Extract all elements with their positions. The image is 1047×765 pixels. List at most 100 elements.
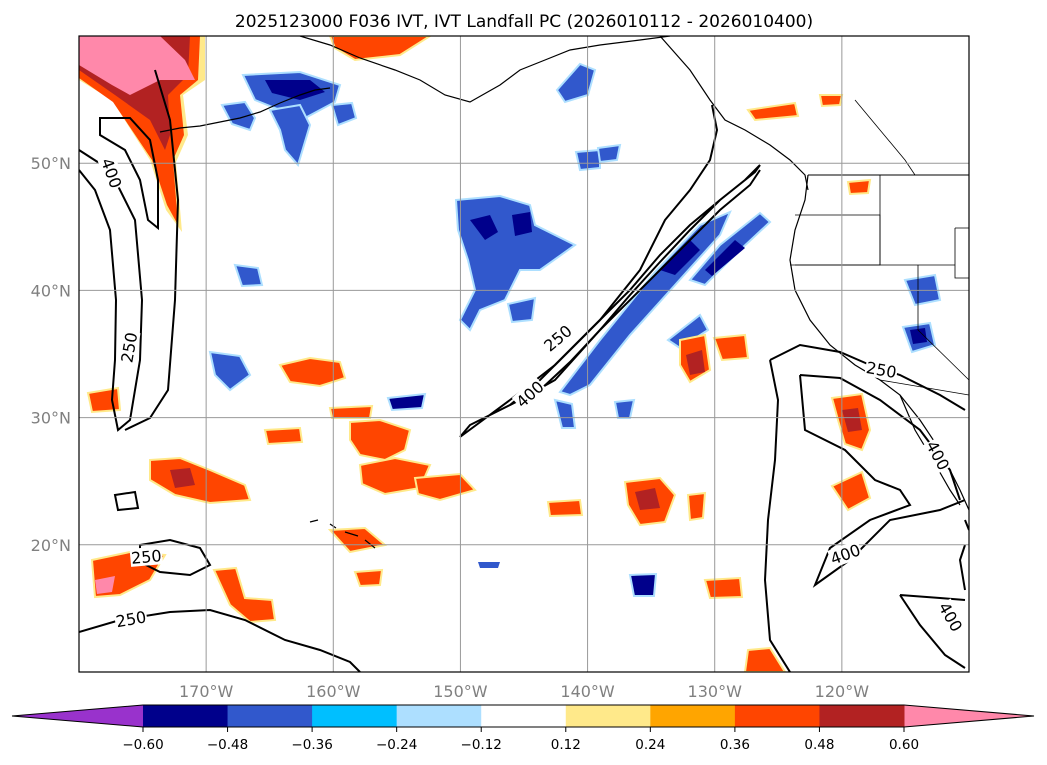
state-boundary-bc-ab bbox=[854, 99, 916, 176]
contour-label: 250 bbox=[130, 546, 162, 568]
colorbar-bin bbox=[481, 705, 567, 727]
pc-region-gulf-negative bbox=[330, 101, 358, 127]
latitude-tick-labels: 50°N 40°N 30°N 20°N bbox=[31, 154, 71, 555]
colorbar-tick-label: −0.24 bbox=[376, 737, 417, 753]
pc-region-aleutian-negative bbox=[220, 100, 257, 132]
lon-tick-label: 160°W bbox=[306, 682, 361, 701]
pc-region-negative-s1 bbox=[553, 398, 577, 429]
pc-region-orange-gulf-top bbox=[328, 36, 432, 62]
pc-region-positive-22 bbox=[846, 178, 872, 196]
lon-tick-label: 170°W bbox=[179, 682, 234, 701]
pc-region-nw-pink bbox=[79, 36, 195, 95]
ivt-contour-right-edge bbox=[958, 519, 969, 591]
nv-border bbox=[917, 265, 969, 381]
pc-region-negative-w2 bbox=[233, 263, 264, 288]
pc-region-positive-12 bbox=[703, 576, 744, 600]
pc-region-negative-w3 bbox=[386, 392, 427, 412]
state-box-nv-az bbox=[954, 227, 969, 279]
pc-region-positive-8 bbox=[212, 566, 277, 624]
colorbar-tick-label: −0.36 bbox=[291, 737, 332, 753]
longitude-tick-labels: 170°W 160°W 150°W 140°W 130°W 120°W bbox=[179, 682, 869, 701]
pc-region-positive-7-pink bbox=[95, 576, 115, 594]
pc-region-ar-core bbox=[660, 240, 700, 275]
pc-region-negative-s4 bbox=[478, 562, 500, 568]
colorbar-tick-label: 0.48 bbox=[804, 737, 834, 753]
pc-region-positive-5-core bbox=[170, 468, 195, 488]
lon-tick-label: 120°W bbox=[815, 682, 870, 701]
colorbar-bin bbox=[819, 705, 905, 727]
pc-region-positive-5 bbox=[149, 456, 252, 505]
colorbar-tick-label: 0.36 bbox=[720, 737, 750, 753]
pc-region-positive-2 bbox=[349, 418, 412, 462]
pc-region-positive-15 bbox=[830, 470, 872, 512]
lat-tick-label: 40°N bbox=[31, 281, 71, 300]
pc-region-positive-6 bbox=[86, 386, 122, 414]
pc-region-positive-14-core bbox=[842, 408, 862, 432]
pc-region-positive-9-core bbox=[635, 488, 660, 510]
pc-region-negative-s3 bbox=[628, 572, 658, 597]
colorbar-tick-label: −0.48 bbox=[207, 737, 248, 753]
pc-region-negative-s2 bbox=[613, 398, 636, 419]
pc-region-negative-ca-core bbox=[910, 328, 927, 344]
map-gridlines bbox=[79, 36, 969, 672]
pc-region-positive-21 bbox=[818, 94, 844, 108]
lon-tick-label: 150°W bbox=[433, 682, 488, 701]
colorbar-bin bbox=[227, 705, 313, 727]
colorbar-bin bbox=[143, 705, 229, 727]
colorbar-bin bbox=[734, 705, 820, 727]
lat-tick-label: 20°N bbox=[31, 536, 71, 555]
bc-coastline bbox=[659, 36, 809, 191]
pc-region-ar-negative-small bbox=[666, 313, 710, 350]
pc-region-positive-10-core bbox=[686, 350, 705, 375]
pc-region-positive-20 bbox=[353, 568, 384, 588]
contour-label-bg bbox=[117, 330, 141, 365]
colorbar-tick-label: 0.24 bbox=[635, 737, 665, 753]
ivt-contour-ca-400-lower bbox=[899, 594, 966, 669]
colorbar: −0.60 −0.48 −0.36 −0.24 −0.12 0.12 0.24 0.36 0.4… bbox=[11, 704, 1035, 753]
pc-region-positive-11 bbox=[712, 333, 750, 362]
contour-label-bg bbox=[97, 154, 126, 192]
map-frame bbox=[78, 35, 970, 673]
ivt-contour-ar-400 bbox=[509, 164, 761, 406]
lon-tick-label: 130°W bbox=[688, 682, 743, 701]
contour-label-bg bbox=[935, 598, 967, 636]
pc-region-positive-17 bbox=[263, 426, 304, 446]
colorbar-extend-over bbox=[904, 705, 1034, 727]
lon-tick-label: 140°W bbox=[560, 682, 615, 701]
contour-label-bg bbox=[827, 540, 864, 568]
contour-label-bg bbox=[113, 607, 149, 631]
pc-region-negative-w1 bbox=[208, 350, 252, 392]
colorbar-bin bbox=[396, 705, 482, 727]
pc-shading bbox=[79, 36, 942, 672]
colorbar-tick-label: −0.60 bbox=[122, 737, 163, 753]
ivt-contour-nw-400 bbox=[99, 117, 159, 231]
aleutian-islands bbox=[159, 87, 331, 133]
colorbar-extend-under bbox=[12, 705, 143, 727]
colorbar-bin bbox=[650, 705, 736, 727]
contour-label-bg bbox=[511, 376, 548, 412]
pc-region-midpac-core2 bbox=[512, 212, 532, 236]
colorbar-tick-label: 0.60 bbox=[889, 737, 919, 753]
ivt-contours bbox=[79, 69, 969, 672]
ivt-contour-nw-250 bbox=[79, 149, 144, 432]
ivt-contour-ca-400 bbox=[799, 374, 966, 588]
chart-title: 2025123000 F036 IVT, IVT Landfall PC (20… bbox=[235, 12, 813, 32]
colorbar-tick-label: 0.12 bbox=[551, 737, 581, 753]
pc-region-bering-core bbox=[265, 80, 325, 100]
pc-region-midpac-core bbox=[470, 215, 498, 240]
contour-label-bg bbox=[864, 357, 899, 382]
pc-region-positive-24 bbox=[686, 491, 707, 522]
pc-region-midpac-small3 bbox=[596, 143, 622, 164]
colorbar-bin bbox=[565, 705, 651, 727]
pc-region-gulf-north bbox=[555, 62, 597, 104]
pc-region-midpac-small1 bbox=[506, 296, 537, 324]
pc-region-positive-16 bbox=[743, 646, 787, 672]
contour-label-bg bbox=[129, 546, 164, 567]
pc-region-positive-23 bbox=[546, 498, 584, 518]
contour-label-bg bbox=[922, 436, 954, 474]
lat-tick-label: 50°N bbox=[31, 154, 71, 173]
contour-label-bg bbox=[539, 320, 576, 356]
ivt-contour-sw-small bbox=[113, 490, 140, 512]
pc-region-aleutian-tail bbox=[268, 103, 312, 168]
